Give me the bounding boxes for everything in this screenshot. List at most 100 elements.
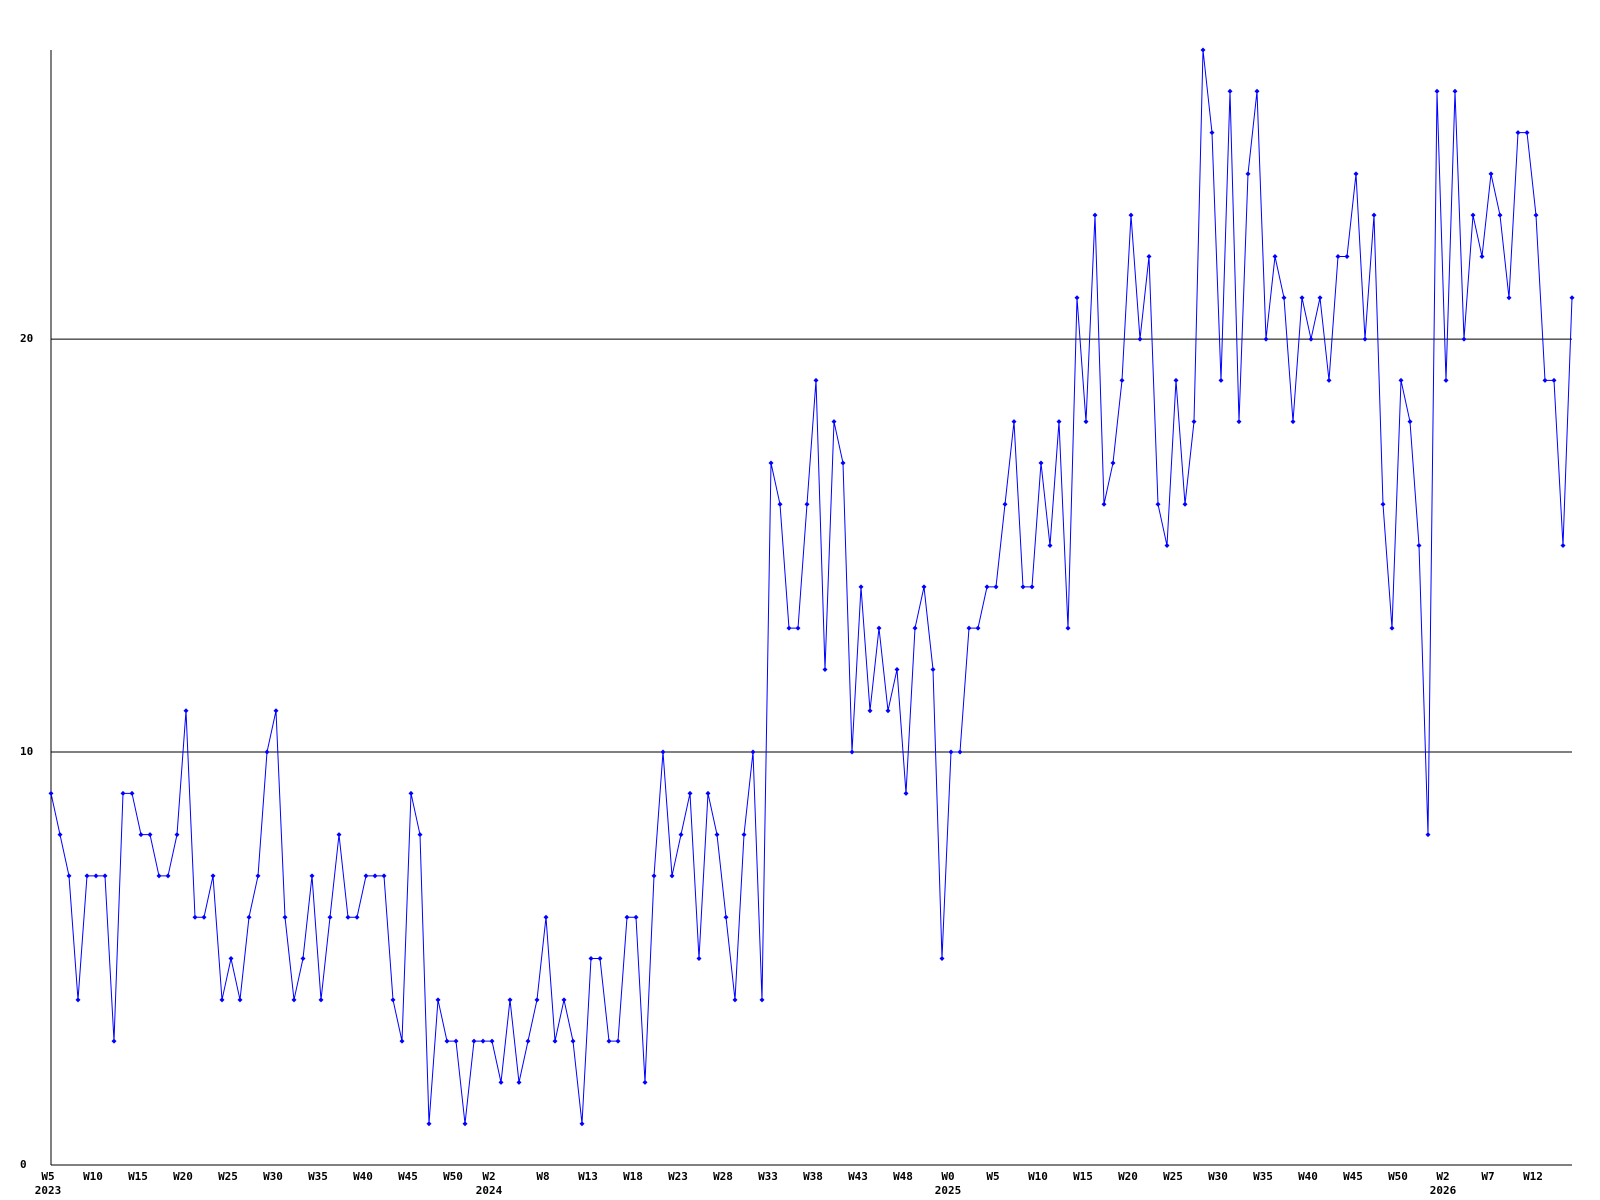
data-point	[1389, 625, 1395, 631]
data-point	[480, 1038, 486, 1044]
x-tick-label: W5	[986, 1170, 999, 1183]
x-tick-label: W25	[218, 1170, 238, 1183]
x-tick-label: W10	[83, 1170, 103, 1183]
year-label: 2026	[1430, 1184, 1457, 1197]
x-tick-label: W50	[443, 1170, 463, 1183]
x-tick-label: W15	[1073, 1170, 1093, 1183]
data-point	[1470, 212, 1476, 218]
data-point	[687, 790, 693, 796]
data-point	[1164, 543, 1170, 549]
data-point	[426, 1121, 432, 1127]
data-point	[300, 956, 306, 962]
data-point	[1434, 88, 1440, 94]
x-tick-label: W20	[1118, 1170, 1138, 1183]
data-point	[327, 914, 333, 920]
data-point	[489, 1038, 495, 1044]
year-label: 2024	[476, 1184, 503, 1197]
data-point	[840, 460, 846, 466]
data-point	[732, 997, 738, 1003]
x-tick-label: W7	[1481, 1170, 1494, 1183]
data-point	[588, 956, 594, 962]
data-point	[525, 1038, 531, 1044]
data-point	[1218, 377, 1224, 383]
data-point	[264, 749, 270, 755]
data-point	[876, 625, 882, 631]
data-point	[1011, 419, 1017, 425]
data-point	[1461, 336, 1467, 342]
data-point	[1515, 130, 1521, 136]
data-point	[759, 997, 765, 1003]
data-point	[615, 1038, 621, 1044]
data-point	[309, 873, 315, 879]
x-tick-label: W40	[1298, 1170, 1318, 1183]
data-point	[1524, 130, 1530, 136]
x-tick-label: W35	[308, 1170, 328, 1183]
x-tick-label: W13	[578, 1170, 598, 1183]
data-point	[660, 749, 666, 755]
data-point	[552, 1038, 558, 1044]
x-tick-label: W28	[713, 1170, 733, 1183]
data-point	[1146, 253, 1152, 259]
data-point	[642, 1079, 648, 1085]
data-point	[1020, 584, 1026, 590]
data-point	[156, 873, 162, 879]
data-point	[462, 1121, 468, 1127]
x-tick-label: W20	[173, 1170, 193, 1183]
data-point	[813, 377, 819, 383]
data-line	[50, 49, 1573, 1124]
data-point	[741, 832, 747, 838]
data-point	[984, 584, 990, 590]
data-point	[1110, 460, 1116, 466]
x-tick-label: W15	[128, 1170, 148, 1183]
data-point	[1056, 419, 1062, 425]
data-point	[921, 584, 927, 590]
data-point	[633, 914, 639, 920]
data-point	[570, 1038, 576, 1044]
data-point	[543, 914, 549, 920]
data-point	[1263, 336, 1269, 342]
data-point	[1533, 212, 1539, 218]
data-point	[948, 749, 954, 755]
data-point	[1065, 625, 1071, 631]
data-point	[435, 997, 441, 1003]
data-point	[1200, 47, 1206, 53]
data-point	[75, 997, 81, 1003]
data-point	[597, 956, 603, 962]
data-point	[516, 1079, 522, 1085]
data-point	[669, 873, 675, 879]
data-point	[354, 914, 360, 920]
data-point	[1281, 295, 1287, 301]
x-tick-label: W33	[758, 1170, 778, 1183]
data-point	[1560, 543, 1566, 549]
x-tick-label: W38	[803, 1170, 823, 1183]
data-point	[1335, 253, 1341, 259]
y-tick-label: 0	[20, 1158, 27, 1171]
data-point	[507, 997, 513, 1003]
data-point	[534, 997, 540, 1003]
data-point	[129, 790, 135, 796]
x-tick-label: W2	[1436, 1170, 1449, 1183]
x-tick-label: W30	[263, 1170, 283, 1183]
data-point	[1542, 377, 1548, 383]
x-tick-label: W23	[668, 1170, 688, 1183]
data-point	[822, 666, 828, 672]
data-point	[966, 625, 972, 631]
data-point	[867, 708, 873, 714]
data-point	[408, 790, 414, 796]
data-point	[192, 914, 198, 920]
data-point	[390, 997, 396, 1003]
data-point	[219, 997, 225, 1003]
x-tick-label: W2	[482, 1170, 495, 1183]
data-point	[885, 708, 891, 714]
data-point	[336, 832, 342, 838]
data-point	[453, 1038, 459, 1044]
data-point	[174, 832, 180, 838]
data-point	[624, 914, 630, 920]
data-point	[1452, 88, 1458, 94]
data-point	[750, 749, 756, 755]
data-point	[1488, 171, 1494, 177]
data-point	[102, 873, 108, 879]
data-point	[1326, 377, 1332, 383]
data-point	[579, 1121, 585, 1127]
data-point	[1092, 212, 1098, 218]
